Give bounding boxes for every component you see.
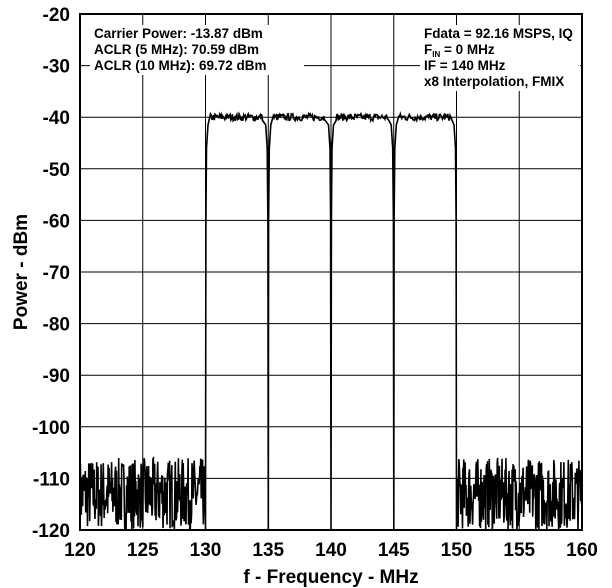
y-tick-label: -100 <box>32 418 70 439</box>
aclr-5mhz-annotation: ACLR (5 MHz): 70.59 dBm <box>94 42 259 57</box>
x-tick-label: 155 <box>503 540 535 561</box>
annotation-background-right <box>420 25 580 91</box>
plot-frame <box>79 13 583 531</box>
fin-subscript: IN <box>432 50 440 59</box>
x-tick-label: 140 <box>315 540 347 561</box>
y-tick-labels: -20 -30 -40 -50 -60 -70 -80 -90 -100 -110 -120 <box>32 5 70 542</box>
if-annotation: IF = 140 MHz <box>424 58 506 73</box>
aclr-10mhz-annotation: ACLR (10 MHz): 69.72 dBm <box>94 58 267 73</box>
y-tick-label: -40 <box>43 108 70 129</box>
fdata-annotation: Fdata = 92.16 MSPS, IQ <box>424 26 573 41</box>
x-tick-label: 120 <box>64 540 96 561</box>
spectrum-trace <box>79 110 583 531</box>
y-tick-label: -70 <box>43 263 70 284</box>
x-axis-title: f - Frequency - MHz <box>243 567 418 588</box>
y-tick-label: -60 <box>43 211 70 232</box>
x-tick-label: 135 <box>252 540 284 561</box>
y-tick-label: -120 <box>32 521 70 542</box>
y-tick-label: -20 <box>43 5 70 26</box>
x-tick-label: 125 <box>127 540 159 561</box>
y-tick-label: -80 <box>43 315 70 336</box>
x-tick-label: 130 <box>190 540 222 561</box>
x-tick-label: 160 <box>566 540 598 561</box>
y-tick-label: -110 <box>33 469 70 490</box>
y-axis-title: Power - dBm <box>11 214 32 330</box>
y-tick-label: -30 <box>43 57 70 78</box>
fin-main-text: F <box>424 42 432 57</box>
fin-annotation: FIN = 0 MHz <box>424 42 495 59</box>
x-tick-label: 150 <box>441 540 473 561</box>
x-tick-label: 145 <box>378 540 410 561</box>
y-tick-label: -90 <box>43 366 70 387</box>
fin-rest-text: = 0 MHz <box>440 42 495 57</box>
interpolation-annotation: x8 Interpolation, FMIX <box>424 74 564 89</box>
annotation-background-left <box>90 25 304 75</box>
carrier-power-annotation: Carrier Power: -13.87 dBm <box>94 26 263 41</box>
y-tick-label: -50 <box>43 160 70 181</box>
x-tick-labels: 120 125 130 135 140 145 150 155 160 <box>64 540 598 561</box>
